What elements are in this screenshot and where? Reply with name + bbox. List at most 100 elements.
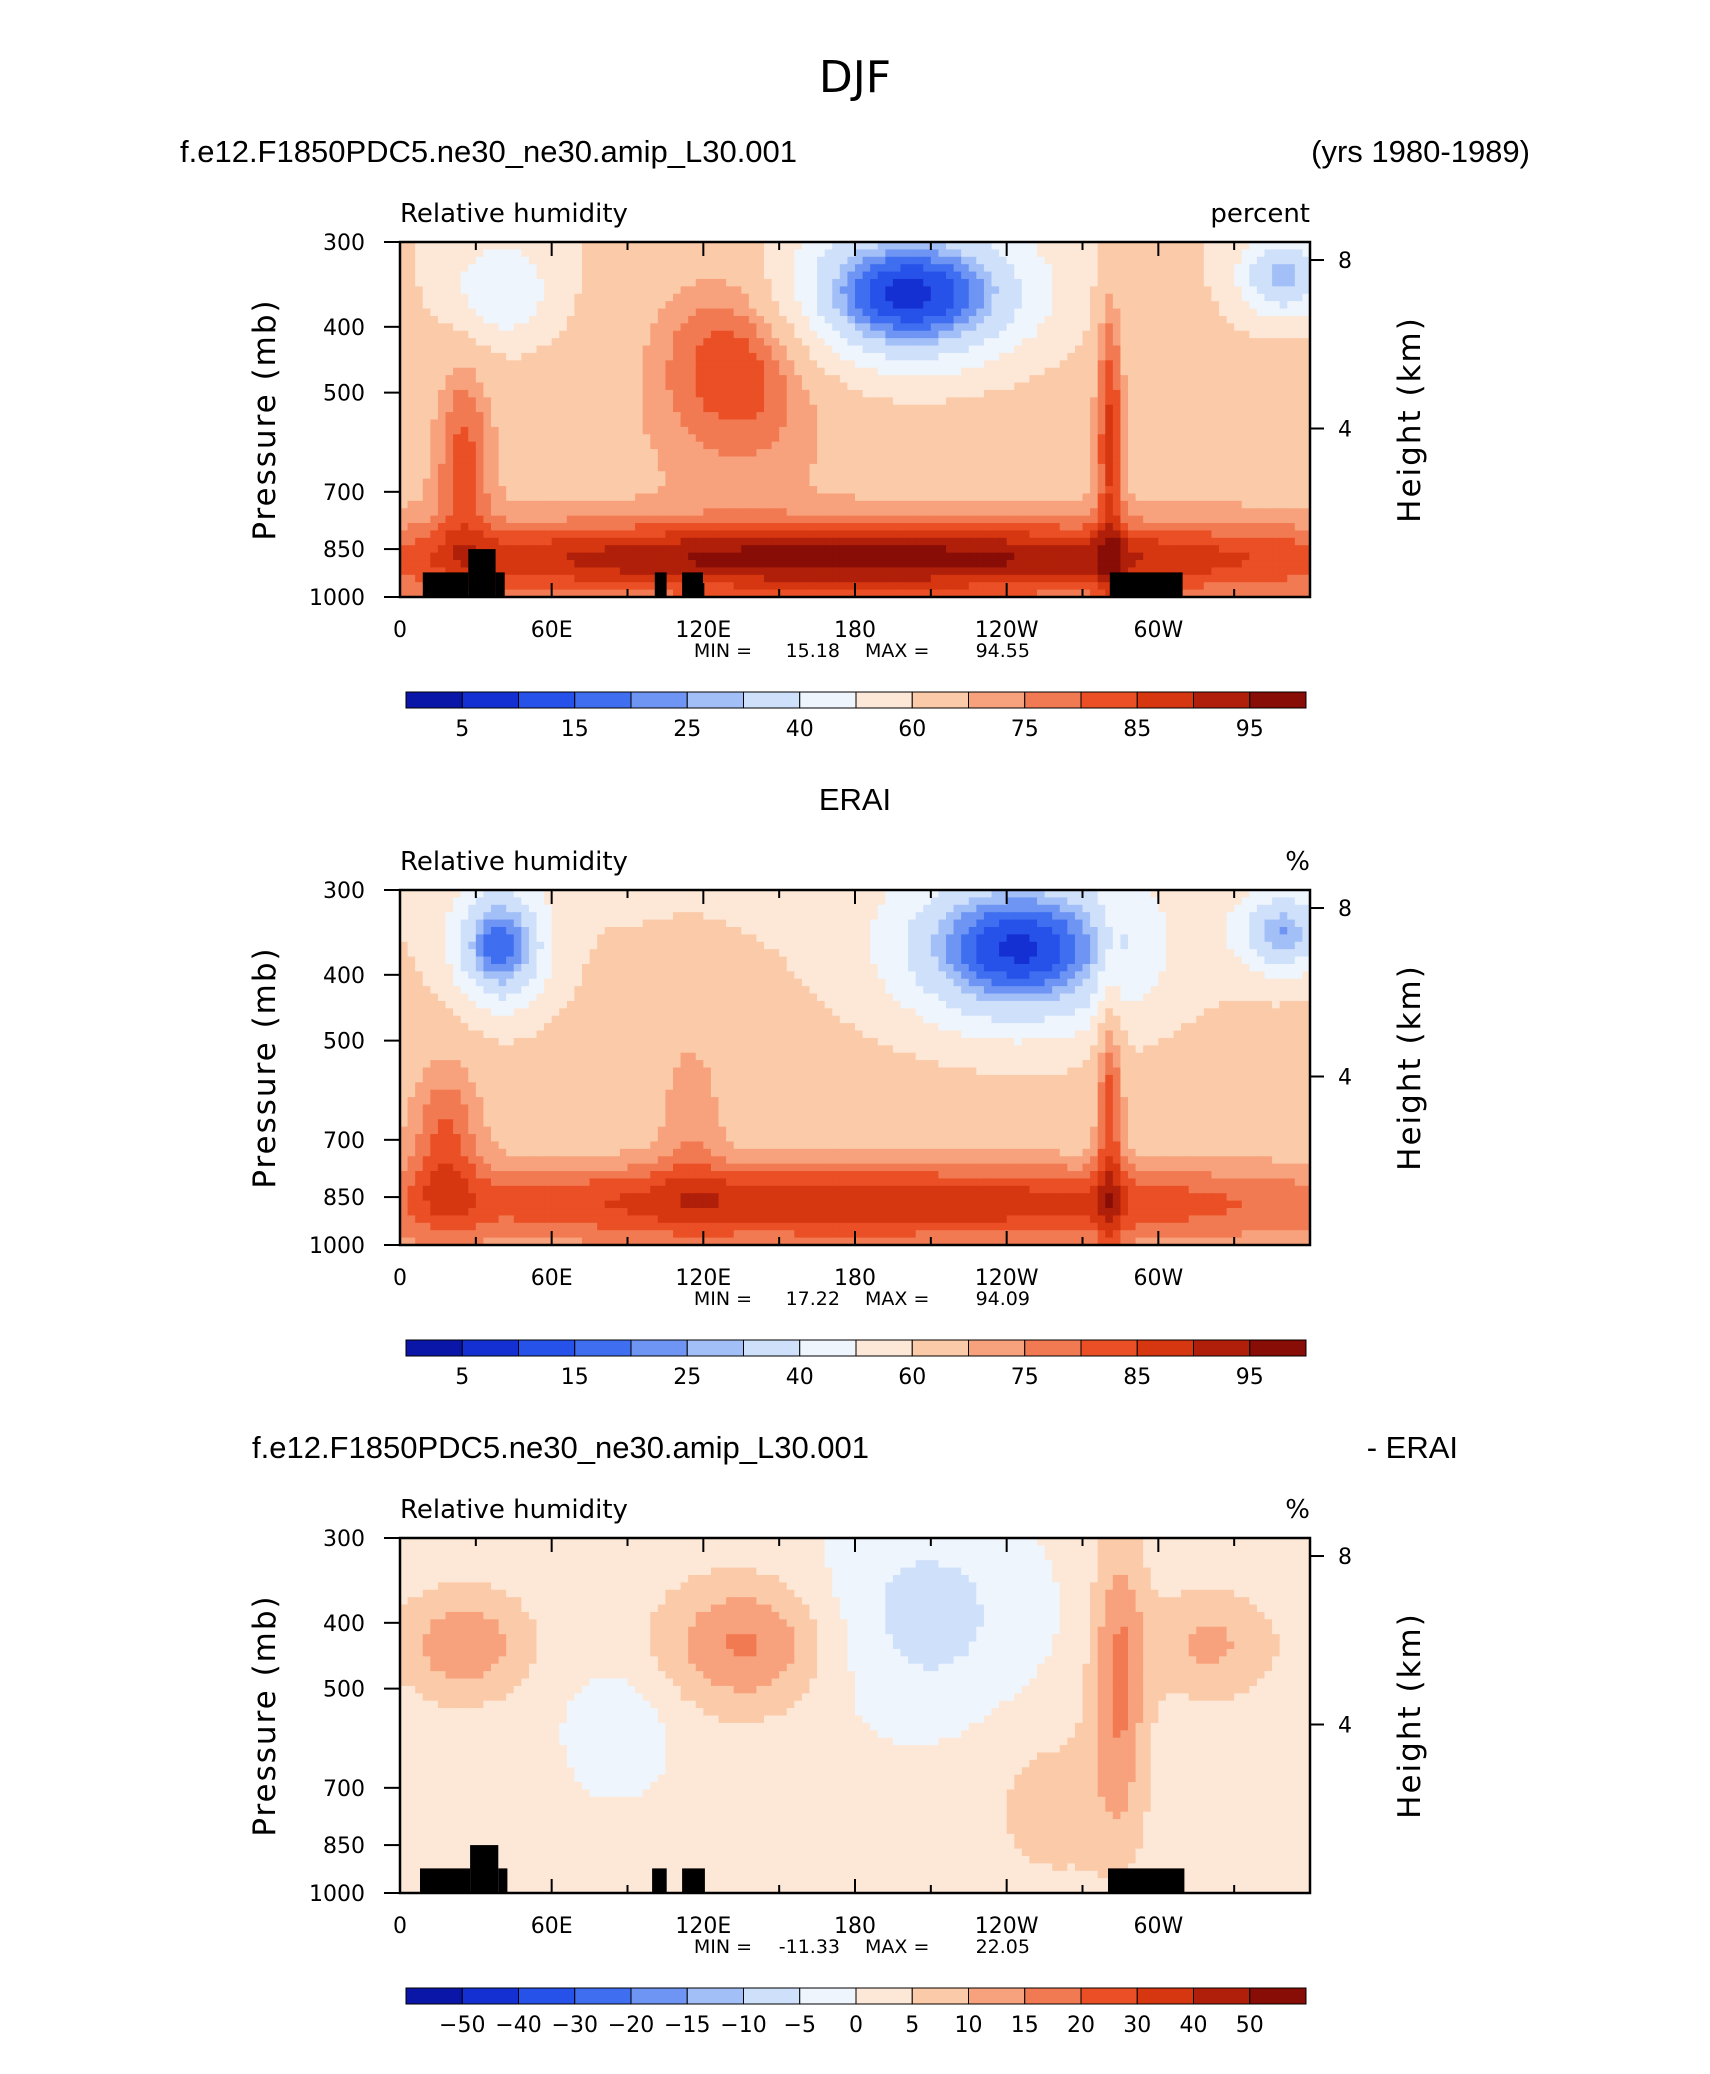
field-cell bbox=[779, 493, 787, 501]
field-cell bbox=[901, 338, 909, 346]
field-cell bbox=[491, 309, 499, 317]
field-cell bbox=[688, 501, 696, 509]
field-cell bbox=[802, 412, 810, 420]
field-cell bbox=[946, 257, 954, 265]
field-cell bbox=[1067, 471, 1075, 479]
field-cell bbox=[832, 353, 840, 361]
field-cell bbox=[756, 412, 764, 420]
field-cell bbox=[1022, 368, 1030, 376]
field-cell bbox=[1120, 301, 1128, 309]
field-cell bbox=[1234, 530, 1242, 538]
field-cell bbox=[1204, 301, 1212, 309]
field-cell bbox=[794, 331, 802, 339]
field-cell bbox=[514, 397, 522, 405]
field-cell bbox=[1189, 346, 1197, 354]
field-cell bbox=[681, 323, 689, 331]
field-cell bbox=[468, 501, 476, 509]
field-cell bbox=[521, 442, 529, 450]
field-cell bbox=[665, 309, 673, 317]
field-cell bbox=[567, 456, 575, 464]
field-cell bbox=[931, 279, 939, 287]
field-cell bbox=[635, 279, 643, 287]
field-cell bbox=[559, 323, 567, 331]
field-cell bbox=[408, 538, 416, 546]
field-cell bbox=[772, 412, 780, 420]
field-cell bbox=[1280, 449, 1288, 457]
field-cell bbox=[446, 523, 454, 531]
field-cell bbox=[635, 479, 643, 487]
field-cell bbox=[521, 420, 529, 428]
field-cell bbox=[1242, 471, 1250, 479]
field-cell bbox=[438, 464, 446, 472]
field-cell bbox=[408, 257, 416, 265]
field-cell bbox=[696, 309, 704, 317]
field-cell bbox=[1174, 257, 1182, 265]
field-cell bbox=[1287, 286, 1295, 294]
field-cell bbox=[597, 508, 605, 516]
field-cell bbox=[1211, 471, 1219, 479]
field-cell bbox=[635, 427, 643, 435]
field-cell bbox=[1143, 383, 1151, 391]
field-cell bbox=[878, 427, 886, 435]
field-cell bbox=[901, 323, 909, 331]
field-cell bbox=[1249, 360, 1257, 368]
field-cell bbox=[802, 338, 810, 346]
field-cell bbox=[931, 449, 939, 457]
field-cell bbox=[468, 279, 476, 287]
field-cell bbox=[430, 264, 438, 272]
field-cell bbox=[703, 456, 711, 464]
field-cell bbox=[976, 272, 984, 280]
field-cell bbox=[1113, 420, 1121, 428]
field-cell bbox=[1272, 331, 1280, 339]
field-cell bbox=[1249, 456, 1257, 464]
field-cell bbox=[938, 383, 946, 391]
field-cell bbox=[1280, 286, 1288, 294]
field-cell bbox=[1158, 294, 1166, 302]
field-cell bbox=[999, 279, 1007, 287]
field-cell bbox=[954, 346, 962, 354]
field-cell bbox=[529, 501, 537, 509]
field-cell bbox=[847, 368, 855, 376]
field-cell bbox=[734, 516, 742, 524]
field-cell bbox=[423, 323, 431, 331]
field-cell bbox=[650, 427, 658, 435]
field-cell bbox=[946, 264, 954, 272]
field-cell bbox=[1265, 294, 1273, 302]
field-cell bbox=[976, 249, 984, 257]
field-cell bbox=[453, 493, 461, 501]
field-cell bbox=[483, 331, 491, 339]
field-cell bbox=[1037, 249, 1045, 257]
field-cell bbox=[703, 346, 711, 354]
field-cell bbox=[430, 279, 438, 287]
field-cell bbox=[726, 360, 734, 368]
field-cell bbox=[931, 309, 939, 317]
field-cell bbox=[999, 486, 1007, 494]
field-cell bbox=[810, 456, 818, 464]
field-cell bbox=[954, 449, 962, 457]
field-cell bbox=[696, 338, 704, 346]
field-cell bbox=[825, 353, 833, 361]
field-cell bbox=[749, 286, 757, 294]
field-cell bbox=[582, 346, 590, 354]
field-cell bbox=[658, 375, 666, 383]
field-cell bbox=[901, 464, 909, 472]
field-cell bbox=[1158, 456, 1166, 464]
field-cell bbox=[1060, 530, 1068, 538]
field-cell bbox=[1128, 390, 1136, 398]
field-cell bbox=[650, 464, 658, 472]
field-cell bbox=[961, 383, 969, 391]
field-cell bbox=[628, 272, 636, 280]
field-cell bbox=[1075, 390, 1083, 398]
field-cell bbox=[628, 493, 636, 501]
field-cell bbox=[1045, 301, 1053, 309]
field-cell bbox=[514, 286, 522, 294]
field-cell bbox=[1181, 434, 1189, 442]
field-cell bbox=[719, 464, 727, 472]
field-cell bbox=[552, 471, 560, 479]
field-cell bbox=[1037, 493, 1045, 501]
field-cell bbox=[597, 368, 605, 376]
field-cell bbox=[1113, 390, 1121, 398]
field-cell bbox=[628, 249, 636, 257]
field-cell bbox=[832, 464, 840, 472]
field-cell bbox=[597, 427, 605, 435]
